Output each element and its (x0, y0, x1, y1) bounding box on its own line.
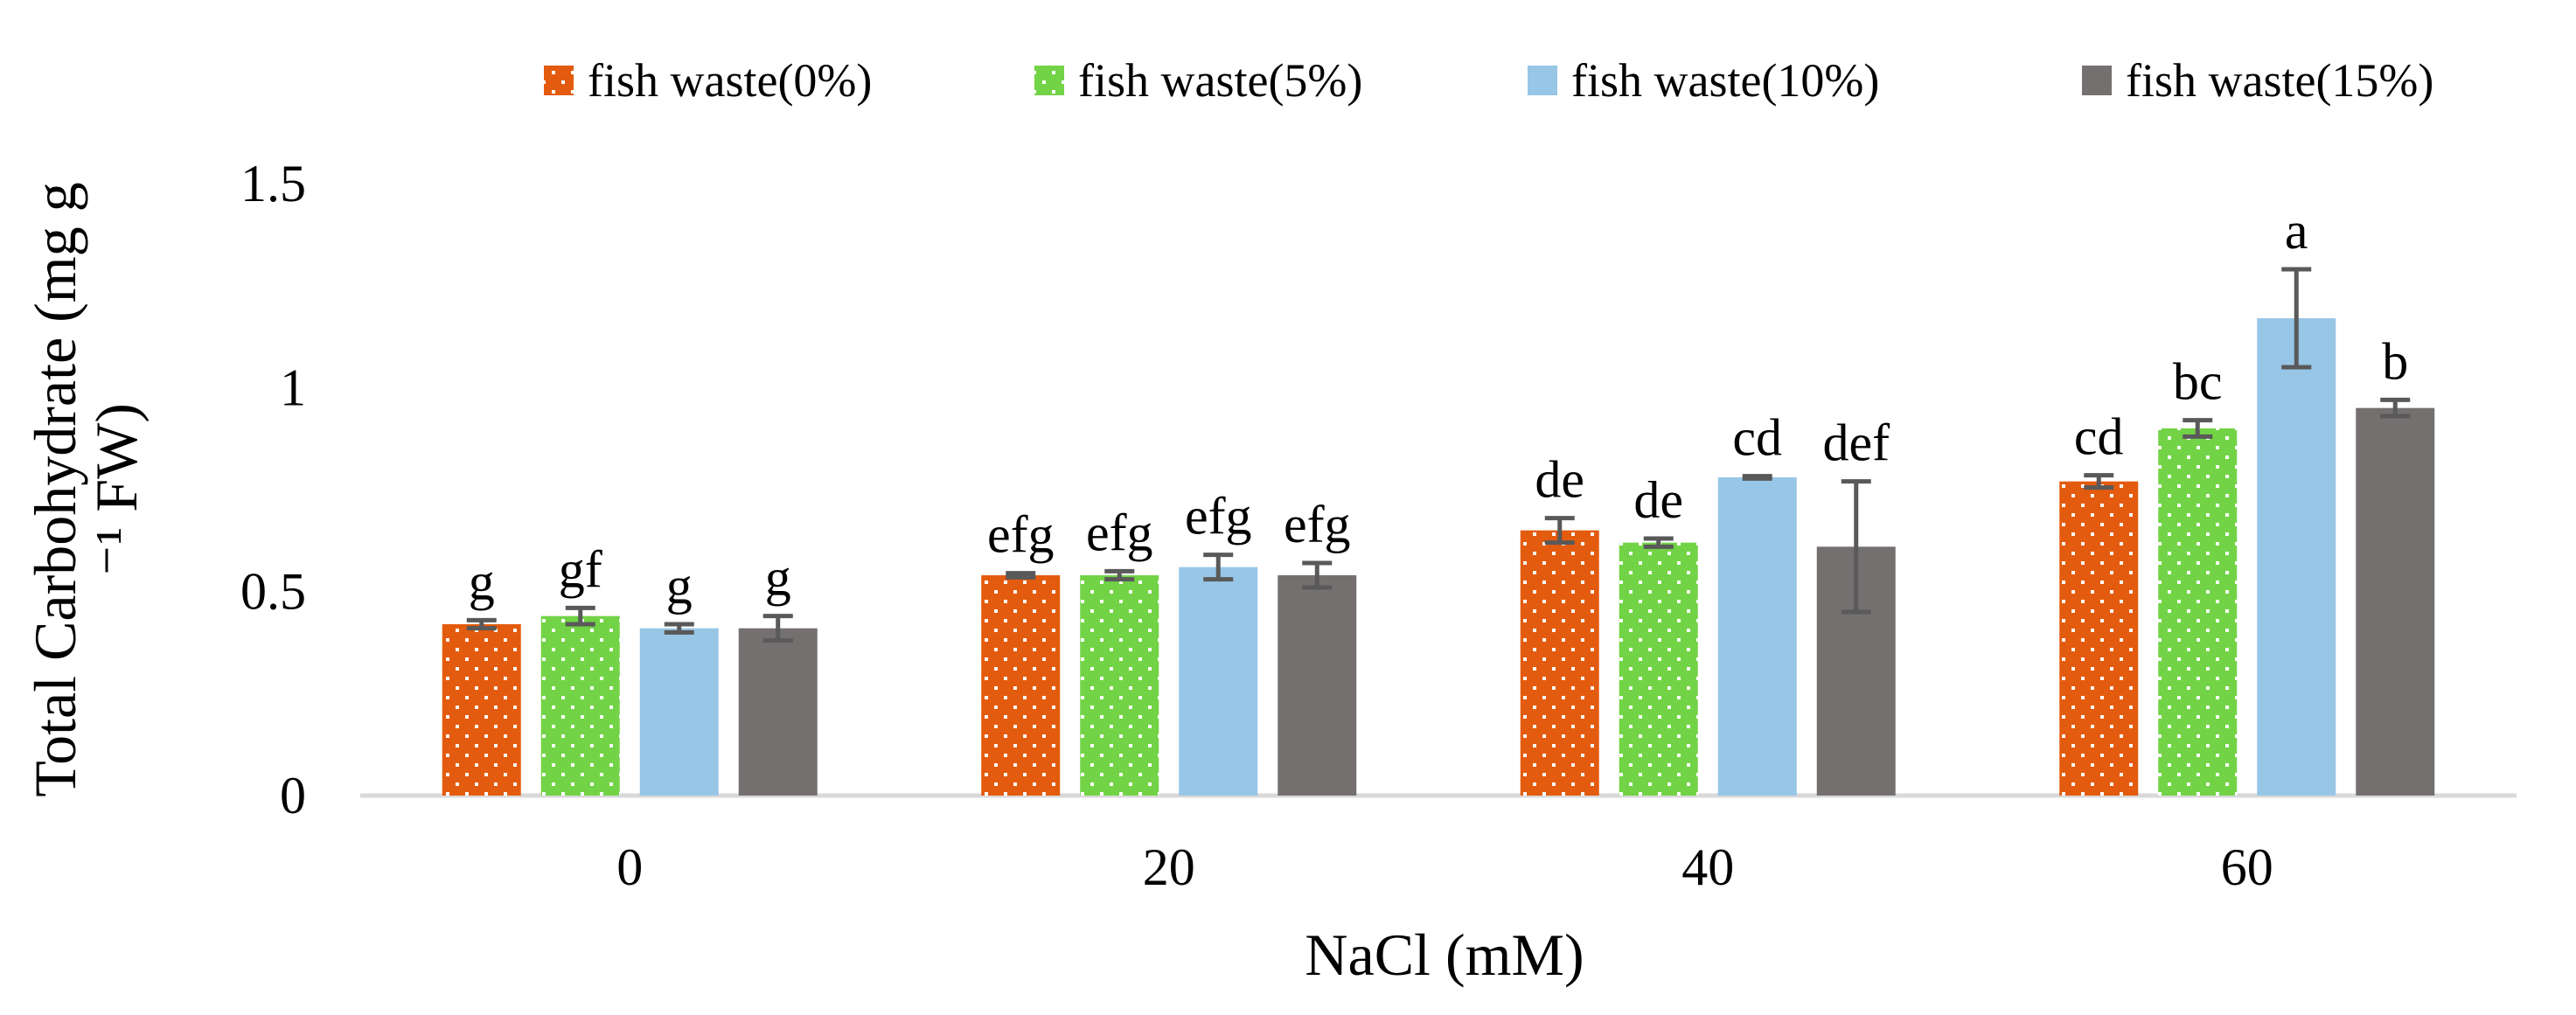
y-tick-label: 1.5 (240, 155, 306, 212)
significance-letter: b (2382, 332, 2408, 390)
y-axis-title: Total Carbohydrate (mg g ⁻¹ FW) (22, 182, 150, 796)
bar (2059, 481, 2139, 796)
y-axis-title-line-2: ⁻¹ FW) (83, 403, 150, 576)
significance-letter: efg (1284, 496, 1351, 553)
bar (442, 624, 521, 796)
x-tick-label: 40 (1681, 838, 1734, 896)
error-bar (2380, 397, 2411, 419)
x-tick-label: 60 (2221, 838, 2273, 896)
legend-label: fish waste(0%) (588, 54, 872, 107)
error-bars-layer (466, 267, 2411, 643)
error-bar (2084, 473, 2114, 490)
error-bar (1104, 568, 1135, 582)
significance-letter: efg (1185, 488, 1252, 546)
bar (1179, 567, 1258, 796)
legend-swatch (2082, 66, 2112, 95)
legend-label: fish waste(10%) (1571, 54, 1879, 107)
error-bar (1643, 536, 1674, 549)
error-bar (1203, 553, 1234, 582)
y-tick-label: 0.5 (240, 563, 306, 621)
error-bar (2183, 418, 2213, 439)
legend-label: fish waste(15%) (2126, 54, 2433, 107)
legend-label: fish waste(5%) (1078, 54, 1362, 107)
x-tick-label: 0 (616, 838, 643, 896)
significance-letter: cd (2074, 408, 2124, 466)
bar (2257, 318, 2336, 796)
bar (1717, 477, 1797, 796)
significance-letter: g (666, 557, 693, 615)
legend-item: fish waste(5%) (1034, 54, 1362, 107)
y-axis-title-line-1: Total Carbohydrate (mg g (22, 182, 88, 796)
significance-letter: g (765, 549, 791, 607)
error-bar (1841, 479, 1871, 615)
x-axis-ticks: 0 20 40 60 (616, 838, 2273, 896)
significance-letter: a (2285, 202, 2308, 260)
bar (540, 615, 620, 796)
error-bar (2281, 267, 2312, 370)
significance-letter: efg (1086, 504, 1153, 561)
error-bar (1742, 474, 1772, 481)
legend-item: fish waste(0%) (544, 54, 872, 107)
bar (738, 628, 818, 796)
legend-swatch (544, 66, 574, 95)
bar (2158, 428, 2238, 796)
bar (1080, 575, 1159, 796)
bars-layer (442, 318, 2435, 796)
significance-letter: bc (2173, 353, 2223, 411)
error-bar (565, 605, 595, 627)
error-bar (1006, 571, 1036, 580)
significance-letter: de (1535, 451, 1584, 509)
bar (1619, 542, 1698, 796)
legend-item: fish waste(10%) (1528, 54, 1879, 107)
legend-swatch (1034, 66, 1064, 95)
error-bar (762, 614, 793, 643)
legend-swatch (1528, 66, 1557, 95)
bar (639, 628, 719, 796)
significance-letter: efg (987, 506, 1055, 564)
y-axis: 0 0.5 1 1.5 (240, 155, 306, 824)
x-axis-title: NaCl (mM) (1305, 921, 1584, 988)
error-bar (1544, 516, 1575, 546)
significance-letter: def (1822, 414, 1890, 472)
y-tick-label: 0 (280, 767, 306, 824)
significance-letter: de (1633, 471, 1683, 529)
error-bar (466, 617, 497, 631)
error-bar (664, 622, 694, 635)
significance-letter: gf (559, 540, 602, 598)
error-bar (1302, 560, 1333, 590)
legend-item: fish waste(15%) (2082, 54, 2433, 107)
x-tick-label: 20 (1143, 838, 1195, 896)
significance-letter: cd (1732, 409, 1782, 467)
legend: fish waste(0%) fish waste(5%) fish waste(1… (544, 54, 2433, 107)
bar (1278, 575, 1357, 796)
y-tick-label: 1 (280, 358, 306, 416)
bar (2356, 407, 2435, 796)
bar (981, 575, 1061, 796)
significance-letter: g (469, 553, 495, 610)
bar (1520, 530, 1599, 796)
